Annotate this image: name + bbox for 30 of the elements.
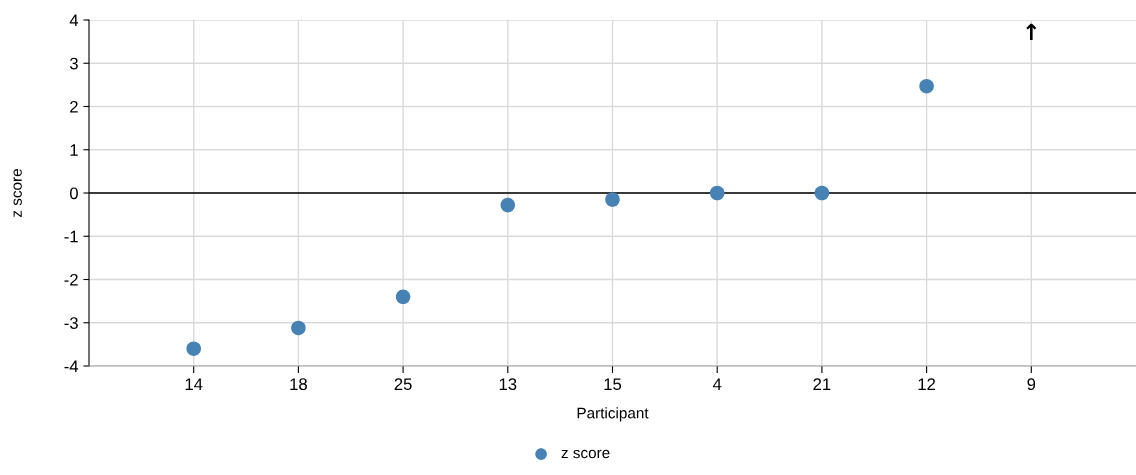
x-tick-label: 13	[499, 378, 517, 391]
y-tick-label: -1	[64, 230, 78, 243]
point	[919, 78, 934, 94]
annotation: ↑	[1026, 23, 1037, 40]
x-tick-label: 18	[290, 378, 307, 391]
x-axis-title: Participant	[577, 407, 649, 422]
x-tick-label: 25	[394, 378, 412, 391]
y-tick-label: -3	[64, 317, 78, 329]
point	[709, 185, 725, 201]
point	[605, 192, 620, 207]
x-tick-label: 4	[712, 378, 722, 390]
point	[186, 341, 201, 356]
x-tick-label: 14	[185, 378, 203, 390]
x-tick-label: 21	[813, 378, 831, 390]
y-tick-label: 4	[69, 14, 79, 27]
point	[814, 185, 830, 201]
y-tick-label: 1	[70, 144, 78, 156]
x-tick-label: 12	[918, 378, 936, 390]
y-tick-label: 3	[69, 57, 78, 70]
legend-label: z score	[561, 449, 610, 459]
x-tick-label: 9	[1027, 378, 1036, 391]
point	[291, 320, 306, 336]
y-tick-label: 0	[69, 187, 78, 200]
y-tick-label: 2	[70, 100, 78, 113]
x-tick-label: 15	[604, 378, 622, 391]
y-tick-label: -2	[64, 273, 78, 286]
point	[395, 289, 411, 305]
y-tick-label: -4	[64, 360, 79, 373]
y-axis-title: z score	[13, 169, 22, 217]
point	[500, 197, 516, 213]
